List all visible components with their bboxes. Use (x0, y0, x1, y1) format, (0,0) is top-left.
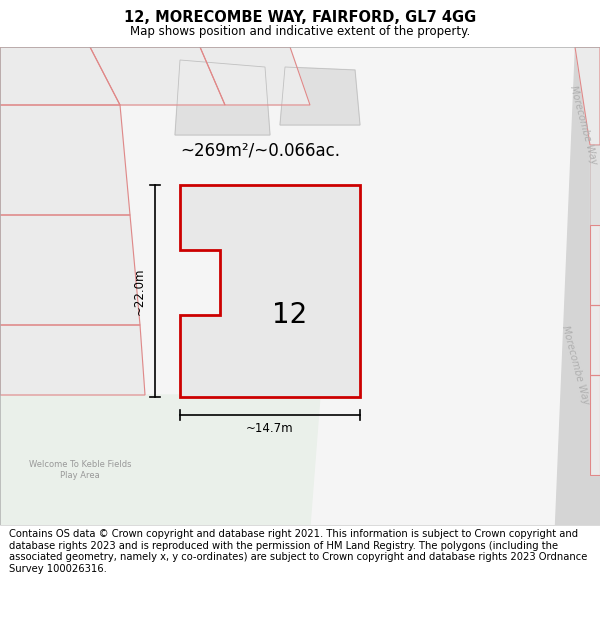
Polygon shape (0, 47, 600, 525)
Text: ~22.0m: ~22.0m (133, 268, 146, 315)
Polygon shape (200, 47, 310, 105)
Polygon shape (590, 225, 600, 305)
Polygon shape (0, 215, 140, 325)
Polygon shape (280, 67, 360, 125)
Text: Contains OS data © Crown copyright and database right 2021. This information is : Contains OS data © Crown copyright and d… (9, 529, 587, 574)
Text: 12: 12 (272, 301, 308, 329)
Polygon shape (590, 145, 600, 225)
Polygon shape (555, 47, 600, 525)
Text: 12, MORECOMBE WAY, FAIRFORD, GL7 4GG: 12, MORECOMBE WAY, FAIRFORD, GL7 4GG (124, 11, 476, 26)
Polygon shape (570, 47, 600, 525)
Text: ~14.7m: ~14.7m (246, 422, 294, 436)
Polygon shape (180, 185, 360, 397)
Polygon shape (575, 47, 600, 145)
Text: Morecombe Way: Morecombe Way (568, 84, 598, 166)
Polygon shape (90, 47, 225, 105)
Text: Map shows position and indicative extent of the property.: Map shows position and indicative extent… (130, 24, 470, 38)
Polygon shape (590, 305, 600, 375)
Polygon shape (0, 325, 145, 395)
Polygon shape (0, 47, 120, 105)
Polygon shape (0, 395, 320, 525)
Text: Welcome To Keble Fields
Play Area: Welcome To Keble Fields Play Area (29, 460, 131, 480)
Polygon shape (590, 375, 600, 475)
Text: Morecombe Way: Morecombe Way (560, 324, 590, 406)
Text: ~269m²/~0.066ac.: ~269m²/~0.066ac. (180, 141, 340, 159)
Polygon shape (0, 105, 130, 215)
Polygon shape (175, 60, 270, 135)
